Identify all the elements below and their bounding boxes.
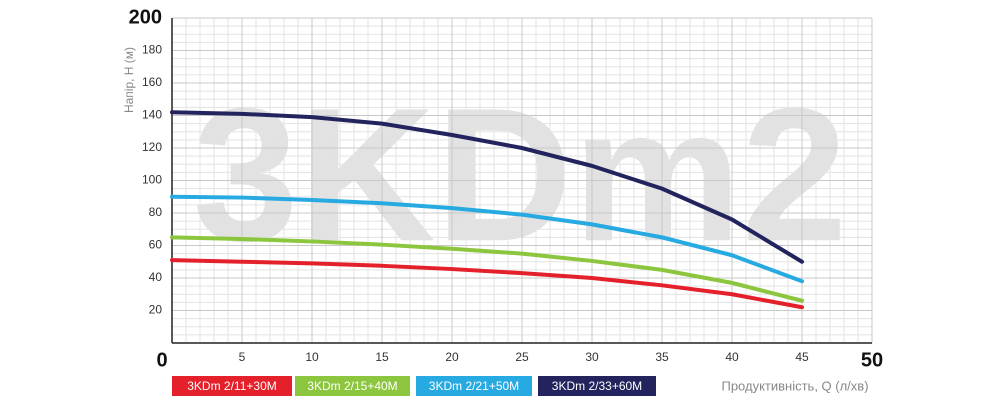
y-tick-label: 80 [149,205,163,219]
legend-label: 3KDm 2/33+60M [552,379,642,393]
legend-swatch [172,376,292,396]
x-tick-label: 40 [725,350,739,364]
x-tick-label: 15 [375,350,389,364]
y-tick-label: 200 [129,6,162,28]
legend-swatch [295,376,410,396]
x-tick-label: 10 [305,350,319,364]
legend-swatch [416,376,532,396]
series-line [170,258,804,310]
y-tick-label: 20 [149,303,163,317]
x-tick-label: 50 [861,349,883,371]
x-tick-label: 45 [795,350,809,364]
y-tick-label: 180 [142,43,162,57]
y-tick-label: 160 [142,75,162,89]
x-tick-label: 35 [655,350,669,364]
legend-label: 3KDm 2/11+30M [187,379,277,393]
y-tick-label: 140 [142,108,162,122]
legend-label: 3KDm 2/21+50M [429,379,519,393]
x-tick-label: 25 [515,350,529,364]
y-tick-label: 60 [149,238,163,252]
series-line [170,235,804,303]
x-tick-label: 30 [585,350,599,364]
y-tick-label: 40 [149,270,163,284]
x-tick-label: 0 [156,349,167,371]
x-tick-label: 5 [239,350,246,364]
legend-label: 3KDm 2/15+40M [307,379,397,393]
y-tick-label: 100 [142,173,162,187]
watermark: 3KDm2 [193,69,848,281]
x-axis-label: Продуктивність, Q (л/хв) [721,378,868,393]
legend-swatch [538,376,656,396]
series-line [170,194,804,284]
x-tick-label: 20 [445,350,459,364]
y-tick-label: 120 [142,140,162,154]
y-axis-label: Напір, H (м) [122,47,136,113]
series-line [170,110,804,264]
